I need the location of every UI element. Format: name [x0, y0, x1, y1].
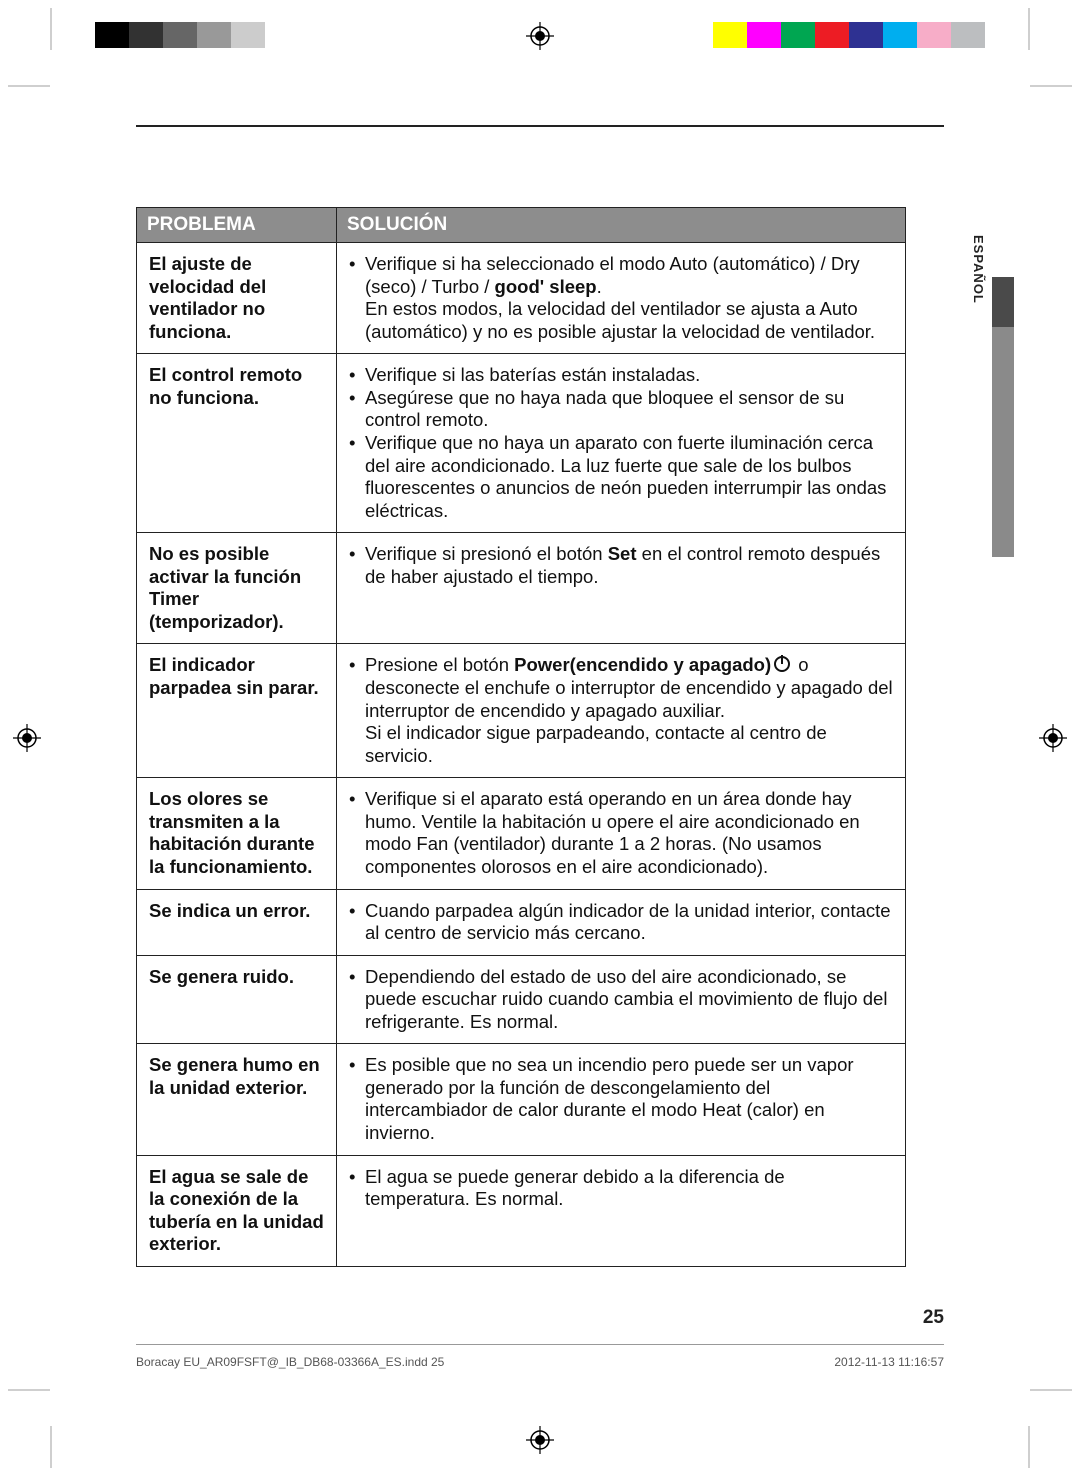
language-tab-active: [992, 277, 1014, 327]
solution-text: Verifique si ha seleccionado el modo Aut…: [365, 253, 893, 343]
solution-cell: •Verifique si las baterías están instala…: [337, 354, 906, 533]
registration-mark-bottom: [526, 1426, 554, 1454]
solution-item: •Verifique si el aparato está operando e…: [349, 788, 893, 878]
bullet-icon: •: [349, 432, 361, 522]
bullet-icon: •: [349, 387, 361, 432]
table-row: Se indica un error. •Cuando parpadea algú…: [137, 889, 906, 955]
color-swatch: [163, 22, 197, 48]
color-swatch: [713, 22, 747, 48]
problem-cell: Los olores se transmiten a la habitación…: [137, 778, 337, 889]
solution-text: Verifique que no haya un aparato con fue…: [365, 432, 893, 522]
bullet-icon: •: [349, 543, 361, 588]
content-area: PROBLEMA SOLUCIÓN El ajuste de velocidad…: [136, 207, 906, 1267]
color-swatch: [197, 22, 231, 48]
bullet-icon: •: [349, 1054, 361, 1144]
troubleshooting-table: PROBLEMA SOLUCIÓN El ajuste de velocidad…: [136, 207, 906, 1267]
solution-item: •Verifique si presionó el botón Set en e…: [349, 543, 893, 588]
problem-cell: Se indica un error.: [137, 889, 337, 955]
page-number: 25: [923, 1307, 944, 1329]
solution-item: •Es posible que no sea un incendio pero …: [349, 1054, 893, 1144]
solution-cell: •Verifique si ha seleccionado el modo Au…: [337, 243, 906, 354]
table-row: Los olores se transmiten a la habitación…: [137, 778, 906, 889]
solution-item: •Verifique si las baterías están instala…: [349, 364, 893, 387]
bullet-icon: •: [349, 654, 361, 767]
solution-text: Cuando parpadea algún indicador de la un…: [365, 900, 893, 945]
registration-mark-top: [526, 22, 554, 50]
bullet-icon: •: [349, 966, 361, 1034]
solution-item: •Asegúrese que no haya nada que bloquee …: [349, 387, 893, 432]
color-swatch-strip-left: [95, 22, 299, 48]
solution-text: Es posible que no sea un incendio pero p…: [365, 1054, 893, 1144]
color-swatch: [951, 22, 985, 48]
page-area: ESPAÑOL PROBLEMA SOLUCIÓN El ajuste de v…: [66, 87, 1014, 1389]
table-row: El indicador parpadea sin parar.•Presion…: [137, 644, 906, 778]
solution-cell: •Verifique si el aparato está operando e…: [337, 778, 906, 889]
solution-text: Verifique si el aparato está operando en…: [365, 788, 893, 878]
solution-text: El agua se puede generar debido a la dif…: [365, 1166, 893, 1211]
solution-item: •Dependiendo del estado de uso del aire …: [349, 966, 893, 1034]
table-header-row: PROBLEMA SOLUCIÓN: [137, 208, 906, 243]
solution-text: Verifique si las baterías están instalad…: [365, 364, 893, 387]
table-row: El ajuste de velocidad del ventilador no…: [137, 243, 906, 354]
table-row: El agua se sale de la conexión de la tub…: [137, 1155, 906, 1266]
bullet-icon: •: [349, 364, 361, 387]
table-row: Se genera ruido.•Dependiendo del estado …: [137, 955, 906, 1044]
footer-timestamp: 2012-11-13 11:16:57: [834, 1355, 944, 1369]
solution-item: •Verifique que no haya un aparato con fu…: [349, 432, 893, 522]
color-swatch: [95, 22, 129, 48]
solution-cell: •Dependiendo del estado de uso del aire …: [337, 955, 906, 1044]
color-swatch: [883, 22, 917, 48]
solution-item: •Presione el botón Power(encendido y apa…: [349, 654, 893, 767]
bullet-icon: •: [349, 900, 361, 945]
problem-cell: El control remoto no funciona.: [137, 354, 337, 533]
solution-text: Verifique si presionó el botón Set en el…: [365, 543, 893, 588]
problem-cell: No es posible activar la función Timer (…: [137, 533, 337, 644]
color-swatch: [849, 22, 883, 48]
color-swatch: [781, 22, 815, 48]
solution-cell: •Es posible que no sea un incendio pero …: [337, 1044, 906, 1155]
bullet-icon: •: [349, 788, 361, 878]
color-swatch: [129, 22, 163, 48]
color-swatch: [815, 22, 849, 48]
registration-mark-right: [1039, 724, 1067, 752]
problem-cell: El indicador parpadea sin parar.: [137, 644, 337, 778]
bullet-icon: •: [349, 1166, 361, 1211]
solution-cell: •Cuando parpadea algún indicador de la u…: [337, 889, 906, 955]
problem-cell: El agua se sale de la conexión de la tub…: [137, 1155, 337, 1266]
table-row: El control remoto no funciona.•Verifique…: [137, 354, 906, 533]
problem-cell: El ajuste de velocidad del ventilador no…: [137, 243, 337, 354]
table-row: Se genera humo en la unidad exterior.•Es…: [137, 1044, 906, 1155]
solution-item: •El agua se puede generar debido a la di…: [349, 1166, 893, 1211]
solution-cell: •Verifique si presionó el botón Set en e…: [337, 533, 906, 644]
language-tab-label: ESPAÑOL: [971, 235, 986, 304]
solution-item: •Cuando parpadea algún indicador de la u…: [349, 900, 893, 945]
solution-cell: •Presione el botón Power(encendido y apa…: [337, 644, 906, 778]
color-swatch: [747, 22, 781, 48]
solution-text: Asegúrese que no haya nada que bloquee e…: [365, 387, 893, 432]
problem-cell: Se genera ruido.: [137, 955, 337, 1044]
header-rule: [136, 125, 944, 127]
solution-text: Presione el botón Power(encendido y apag…: [365, 654, 893, 767]
table-row: No es posible activar la función Timer (…: [137, 533, 906, 644]
header-solution: SOLUCIÓN: [337, 208, 906, 243]
solution-cell: •El agua se puede generar debido a la di…: [337, 1155, 906, 1266]
color-swatch-strip-right: [713, 22, 985, 48]
header-problem: PROBLEMA: [137, 208, 337, 243]
registration-mark-left: [13, 724, 41, 752]
footer-filename: Boracay EU_AR09FSFT@_IB_DB68-03366A_ES.i…: [136, 1355, 444, 1369]
color-swatch: [231, 22, 265, 48]
bullet-icon: •: [349, 253, 361, 343]
problem-cell: Se genera humo en la unidad exterior.: [137, 1044, 337, 1155]
power-icon: [774, 656, 790, 672]
color-swatch: [265, 22, 299, 48]
color-swatch: [917, 22, 951, 48]
solution-text: Dependiendo del estado de uso del aire a…: [365, 966, 893, 1034]
solution-item: •Verifique si ha seleccionado el modo Au…: [349, 253, 893, 343]
footer-rule: [136, 1344, 944, 1345]
